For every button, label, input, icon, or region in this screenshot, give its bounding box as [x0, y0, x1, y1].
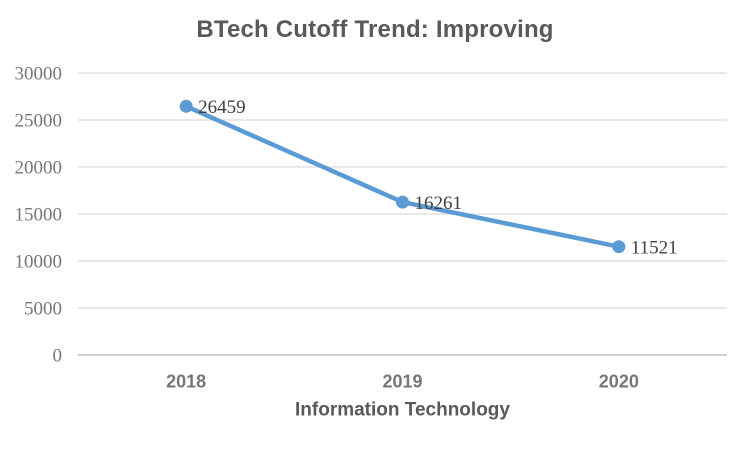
- y-tick-label: 15000: [15, 205, 63, 226]
- data-point-label: 11521: [631, 237, 678, 258]
- data-point-marker: [396, 195, 409, 209]
- data-point-marker: [612, 240, 626, 254]
- x-tick-label: 2019: [382, 371, 422, 391]
- data-point-label: 26459: [198, 97, 246, 118]
- y-tick-label: 25000: [15, 111, 63, 132]
- y-tick-label: 10000: [15, 252, 63, 273]
- data-point-label: 16261: [415, 193, 463, 214]
- y-tick-label: 0: [53, 346, 63, 367]
- x-tick-label: 2020: [599, 371, 639, 391]
- y-tick-label: 5000: [24, 299, 62, 320]
- x-tick-label: 2018: [166, 371, 206, 391]
- y-tick-label: 30000: [15, 64, 63, 85]
- x-axis-title: Information Technology: [295, 400, 510, 421]
- series-line: [183, 104, 622, 249]
- y-tick-label: 20000: [15, 158, 63, 179]
- data-point-marker: [179, 99, 193, 113]
- chart-title: BTech Cutoff Trend: Improving: [196, 16, 554, 43]
